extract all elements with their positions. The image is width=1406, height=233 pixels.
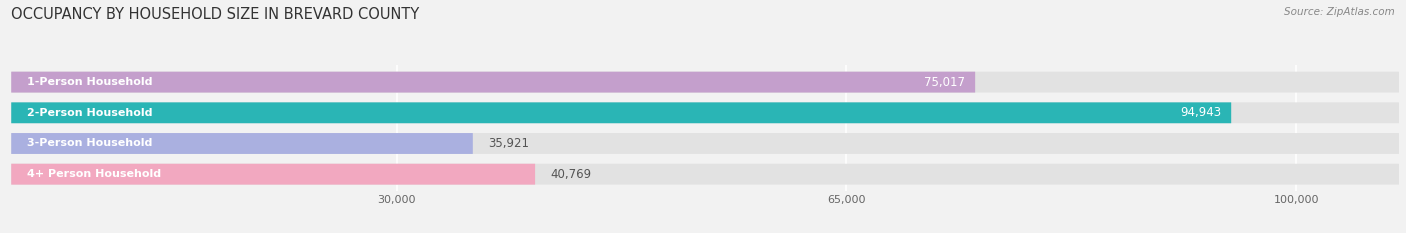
Text: 1-Person Household: 1-Person Household <box>27 77 152 87</box>
Text: 75,017: 75,017 <box>924 76 965 89</box>
Text: 3-Person Household: 3-Person Household <box>27 138 152 148</box>
Text: OCCUPANCY BY HOUSEHOLD SIZE IN BREVARD COUNTY: OCCUPANCY BY HOUSEHOLD SIZE IN BREVARD C… <box>11 7 419 22</box>
Text: 40,769: 40,769 <box>551 168 592 181</box>
FancyBboxPatch shape <box>11 164 1399 185</box>
Text: 94,943: 94,943 <box>1180 106 1220 119</box>
Text: 35,921: 35,921 <box>488 137 529 150</box>
Text: 4+ Person Household: 4+ Person Household <box>27 169 160 179</box>
FancyBboxPatch shape <box>11 72 1399 93</box>
Text: 2-Person Household: 2-Person Household <box>27 108 152 118</box>
Text: Source: ZipAtlas.com: Source: ZipAtlas.com <box>1284 7 1395 17</box>
FancyBboxPatch shape <box>11 164 536 185</box>
FancyBboxPatch shape <box>11 133 1399 154</box>
FancyBboxPatch shape <box>11 102 1399 123</box>
FancyBboxPatch shape <box>11 102 1232 123</box>
FancyBboxPatch shape <box>11 133 472 154</box>
FancyBboxPatch shape <box>11 72 976 93</box>
